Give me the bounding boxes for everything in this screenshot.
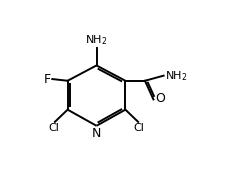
Text: Cl: Cl: [49, 123, 60, 133]
Text: NH$_2$: NH$_2$: [165, 69, 188, 83]
Text: Cl: Cl: [133, 123, 144, 133]
Text: O: O: [155, 92, 165, 105]
Text: F: F: [44, 73, 51, 86]
Text: N: N: [92, 127, 101, 140]
Text: NH$_2$: NH$_2$: [85, 33, 108, 47]
